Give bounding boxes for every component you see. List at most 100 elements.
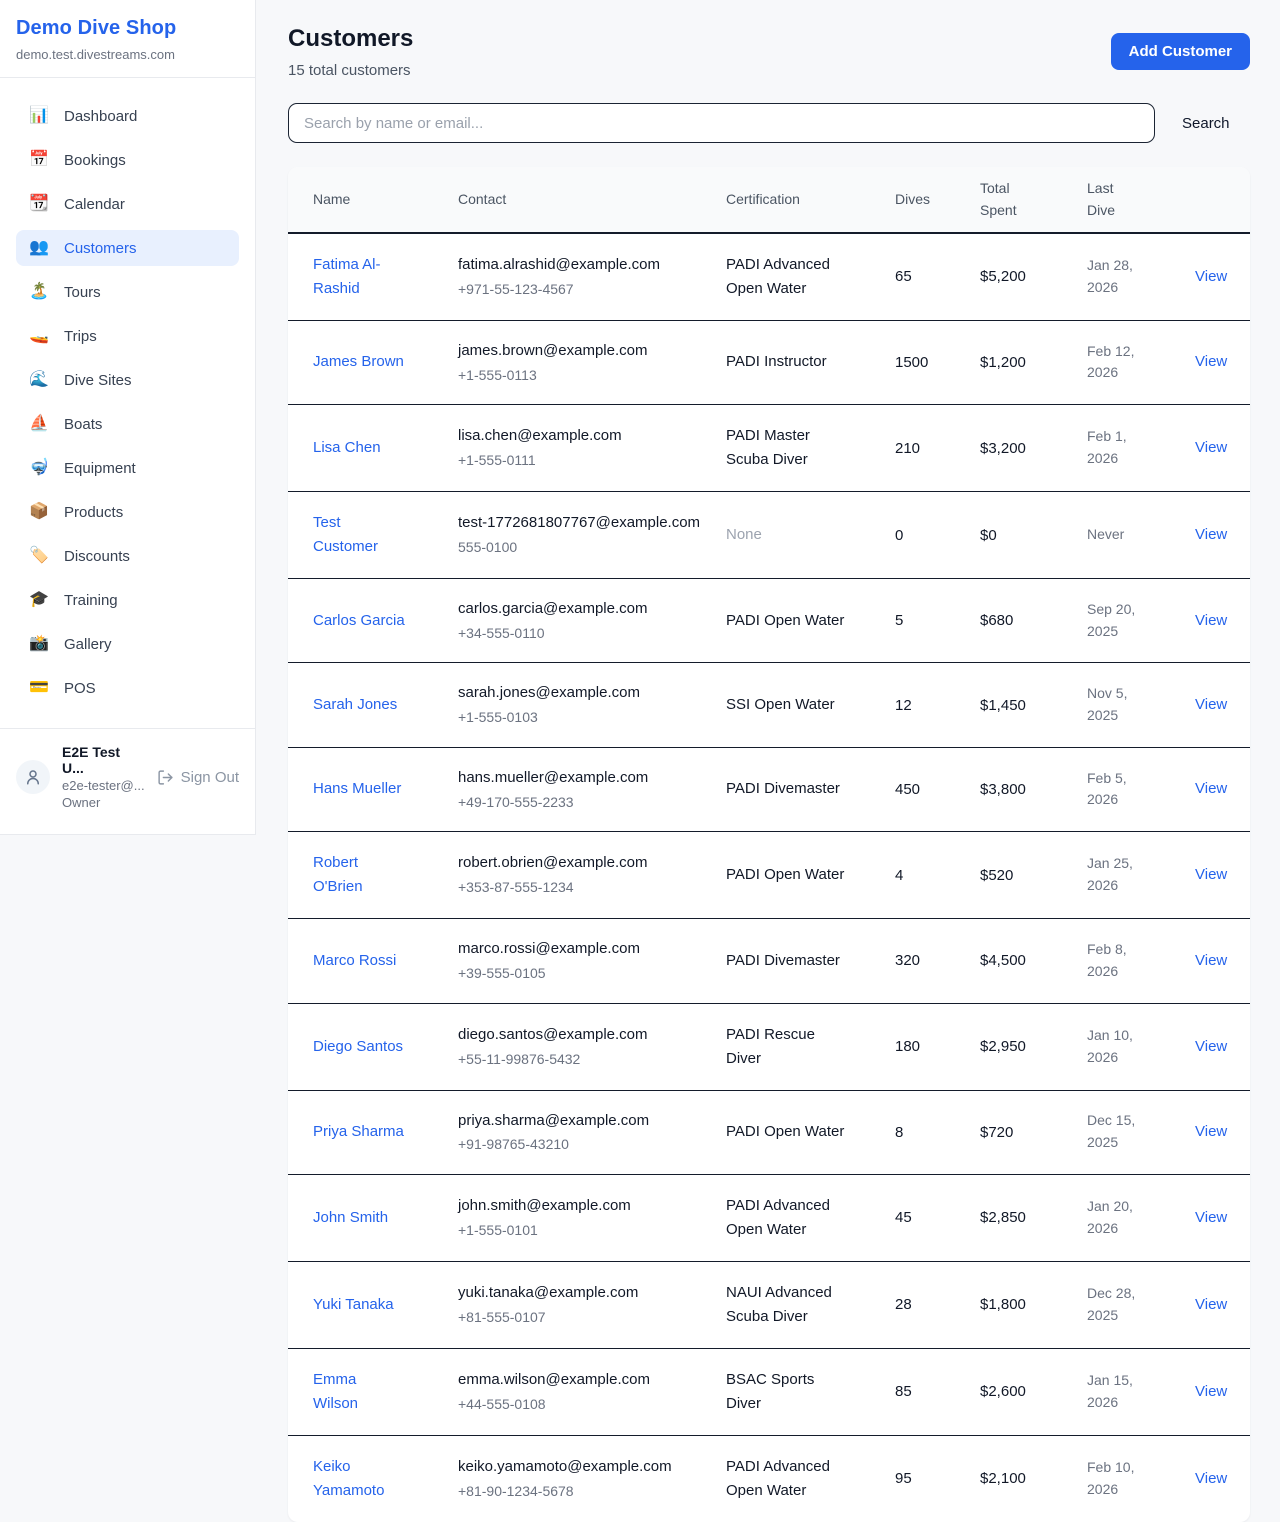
view-link[interactable]: View	[1195, 1123, 1228, 1141]
nav-label: Training	[64, 591, 118, 609]
customer-total-spent: $2,100	[980, 1470, 1026, 1488]
customer-certification: PADI Advanced Open Water	[726, 1196, 830, 1238]
customer-phone: +353-87-555-1234	[458, 879, 574, 896]
customer-name-link[interactable]: James Brown	[313, 353, 404, 371]
logout-icon	[158, 769, 173, 785]
sidebar-item-bookings[interactable]: 📅 Bookings	[16, 142, 239, 178]
table-row: Yuki Tanaka yuki.tanaka@example.com +81-…	[288, 1262, 1250, 1349]
calendar-icon: 📆	[29, 195, 49, 212]
customer-last-dive: Jan 15, 2026	[1087, 1372, 1133, 1410]
customer-name-link[interactable]: Marco Rossi	[313, 951, 397, 969]
customer-phone: +91-98765-43210	[458, 1136, 569, 1153]
customer-name-link[interactable]: Fatima Al-Rashid	[313, 255, 381, 297]
trips-icon: 🚤	[29, 327, 49, 344]
search-button[interactable]: Search	[1182, 114, 1230, 132]
view-link[interactable]: View	[1195, 611, 1228, 629]
table-row: Robert O'Brien robert.obrien@example.com…	[288, 832, 1250, 920]
brand: Demo Dive Shop demo.test.divestreams.com	[0, 0, 255, 78]
pos-icon: 💳	[29, 679, 49, 696]
view-link[interactable]: View	[1195, 1382, 1228, 1400]
customer-last-dive: Feb 1, 2026	[1087, 428, 1127, 467]
sidebar-item-calendar[interactable]: 📆 Calendar	[16, 186, 239, 222]
sidebar-item-products[interactable]: 📦 Products	[16, 494, 239, 530]
search-bar: Search	[288, 103, 1250, 143]
customer-total-spent: $5,200	[980, 268, 1026, 286]
view-link[interactable]: View	[1195, 780, 1228, 798]
customer-name-link[interactable]: Keiko Yamamoto	[313, 1457, 385, 1499]
customer-dives: 85	[895, 1383, 912, 1401]
nav-label: Tours	[64, 283, 101, 301]
sidebar-item-discounts[interactable]: 🏷️ Discounts	[16, 538, 239, 574]
customer-name-link[interactable]: Carlos Garcia	[313, 611, 405, 629]
table-row: Keiko Yamamoto keiko.yamamoto@example.co…	[288, 1436, 1250, 1522]
customer-name-link[interactable]: Test Customer	[313, 514, 379, 556]
customer-name-link[interactable]: Sarah Jones	[313, 696, 398, 714]
customer-name-link[interactable]: Robert O'Brien	[313, 854, 363, 896]
table-row: Lisa Chen lisa.chen@example.com +1-555-0…	[288, 405, 1250, 493]
nav-label: Discounts	[64, 547, 130, 565]
view-link[interactable]: View	[1195, 267, 1228, 285]
customer-dives: 45	[895, 1209, 912, 1227]
customer-dives: 8	[895, 1123, 904, 1141]
sidebar-item-trips[interactable]: 🚤 Trips	[16, 318, 239, 354]
sidebar-item-pos[interactable]: 💳 POS	[16, 670, 239, 706]
customer-phone: +44-555-0108	[458, 1395, 546, 1412]
customer-email: test-1772681807767@example.com	[458, 514, 701, 532]
customer-phone: +971-55-123-4567	[458, 280, 574, 297]
products-icon: 📦	[29, 503, 49, 520]
sidebar-item-equipment[interactable]: 🤿 Equipment	[16, 450, 239, 486]
search-input[interactable]	[288, 103, 1155, 143]
customer-last-dive: Dec 15, 2025	[1087, 1112, 1136, 1151]
customer-dives: 95	[895, 1470, 912, 1488]
view-link[interactable]: View	[1195, 866, 1228, 884]
customer-phone: +55-11-99876-5432	[458, 1050, 581, 1067]
sidebar-item-dive-sites[interactable]: 🌊 Dive Sites	[16, 362, 239, 398]
customer-name-link[interactable]: Hans Mueller	[313, 780, 402, 798]
customer-email: diego.santos@example.com	[458, 1025, 648, 1043]
sidebar-item-tours[interactable]: 🏝️ Tours	[16, 274, 239, 310]
view-link[interactable]: View	[1195, 696, 1228, 714]
customer-dives: 28	[895, 1296, 912, 1314]
customer-name-link[interactable]: Diego Santos	[313, 1037, 404, 1055]
view-link[interactable]: View	[1195, 951, 1228, 969]
user-icon	[27, 770, 39, 785]
customer-name-link[interactable]: Yuki Tanaka	[313, 1295, 394, 1313]
view-link[interactable]: View	[1195, 1469, 1228, 1487]
add-customer-button[interactable]: Add Customer	[1110, 33, 1250, 70]
sign-out-button[interactable]: Sign Out	[157, 769, 239, 786]
customer-last-dive: Jan 28, 2026	[1087, 257, 1133, 295]
sidebar-item-dashboard[interactable]: 📊 Dashboard	[16, 98, 239, 134]
customer-last-dive: Never	[1087, 526, 1125, 543]
customer-total-spent: $720	[980, 1123, 1014, 1141]
customer-name-link[interactable]: Lisa Chen	[313, 439, 381, 457]
customer-certification: PADI Master Scuba Diver	[726, 427, 810, 469]
customer-certification: PADI Advanced Open Water	[726, 255, 830, 297]
view-link[interactable]: View	[1195, 439, 1228, 457]
view-link[interactable]: View	[1195, 1208, 1228, 1226]
table-header-row: Name Contact Certification Dives Total S…	[288, 167, 1250, 234]
customer-total-spent: $0	[980, 526, 997, 544]
customer-dives: 5	[895, 612, 904, 630]
view-link[interactable]: View	[1195, 526, 1228, 544]
customer-name-link[interactable]: Emma Wilson	[313, 1370, 359, 1412]
view-link[interactable]: View	[1195, 1295, 1228, 1313]
customer-certification: PADI Instructor	[726, 353, 827, 371]
customer-last-dive: Feb 12, 2026	[1087, 342, 1135, 381]
view-link[interactable]: View	[1195, 353, 1228, 371]
customer-certification: PADI Open Water	[726, 1123, 845, 1141]
view-link[interactable]: View	[1195, 1037, 1228, 1055]
sidebar-item-customers[interactable]: 👥 Customers	[16, 230, 239, 266]
customer-certification: PADI Advanced Open Water	[726, 1457, 830, 1499]
table-row: James Brown james.brown@example.com +1-5…	[288, 321, 1250, 406]
sidebar-item-training[interactable]: 🎓 Training	[16, 582, 239, 618]
customer-last-dive: Jan 25, 2026	[1087, 855, 1133, 894]
customer-name-link[interactable]: Priya Sharma	[313, 1123, 404, 1141]
customer-dives: 180	[895, 1038, 921, 1055]
sidebar-item-gallery[interactable]: 📸 Gallery	[16, 626, 239, 662]
customer-total-spent: $3,200	[980, 439, 1026, 457]
user-info: E2E Test U... e2e-tester@... Owner	[62, 744, 145, 810]
customer-name-link[interactable]: John Smith	[313, 1208, 389, 1226]
column-header-dives: Dives	[895, 191, 931, 208]
customer-email: priya.sharma@example.com	[458, 1111, 650, 1129]
sidebar-item-boats[interactable]: ⛵ Boats	[16, 406, 239, 442]
